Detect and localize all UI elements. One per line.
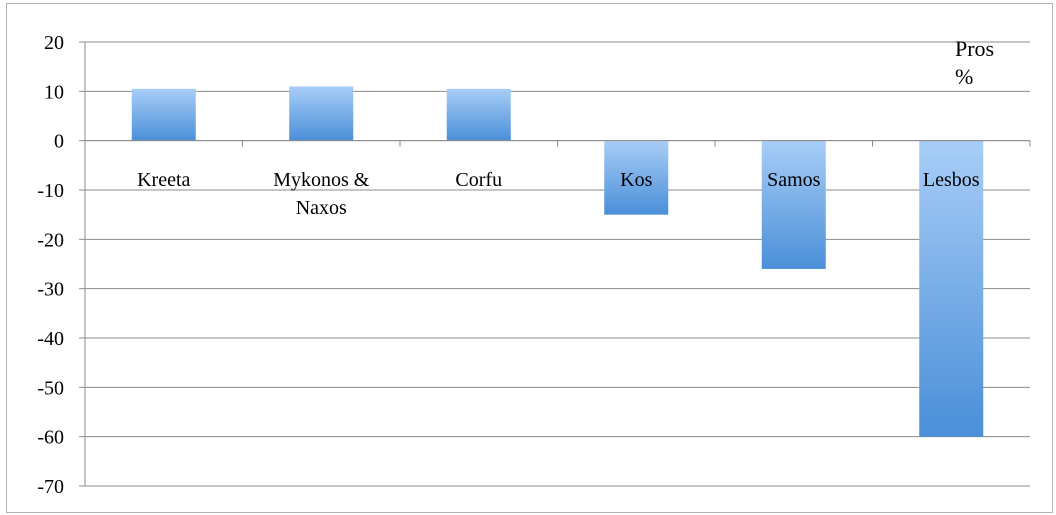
y-tick-label: -30 [37, 279, 64, 301]
y-tick-label: -20 [37, 229, 64, 251]
category-label: Samos [767, 169, 821, 191]
y-tick-label: -10 [37, 180, 64, 202]
bar [131, 88, 196, 141]
category-label: Mykonos & Naxos [273, 169, 370, 219]
y-tick-label: -40 [37, 328, 64, 350]
category-label: Corfu [455, 169, 502, 191]
legend-entry: Pros% [955, 36, 994, 89]
y-tick-label: -70 [37, 476, 64, 498]
category-label: Kreeta [137, 169, 190, 191]
y-tick-label: -50 [37, 377, 64, 399]
category-label: Kos [620, 169, 652, 191]
bar [289, 86, 354, 141]
chart-frame [6, 3, 1053, 513]
category-label: Lesbos [923, 169, 980, 191]
bar [761, 140, 826, 269]
bar [604, 140, 669, 215]
y-tick-label: -60 [37, 427, 64, 449]
y-tick-label: 10 [44, 81, 64, 103]
bar [919, 140, 984, 437]
y-tick-label: 0 [54, 131, 64, 153]
bar [446, 88, 511, 141]
y-tick-label: 20 [44, 32, 64, 54]
